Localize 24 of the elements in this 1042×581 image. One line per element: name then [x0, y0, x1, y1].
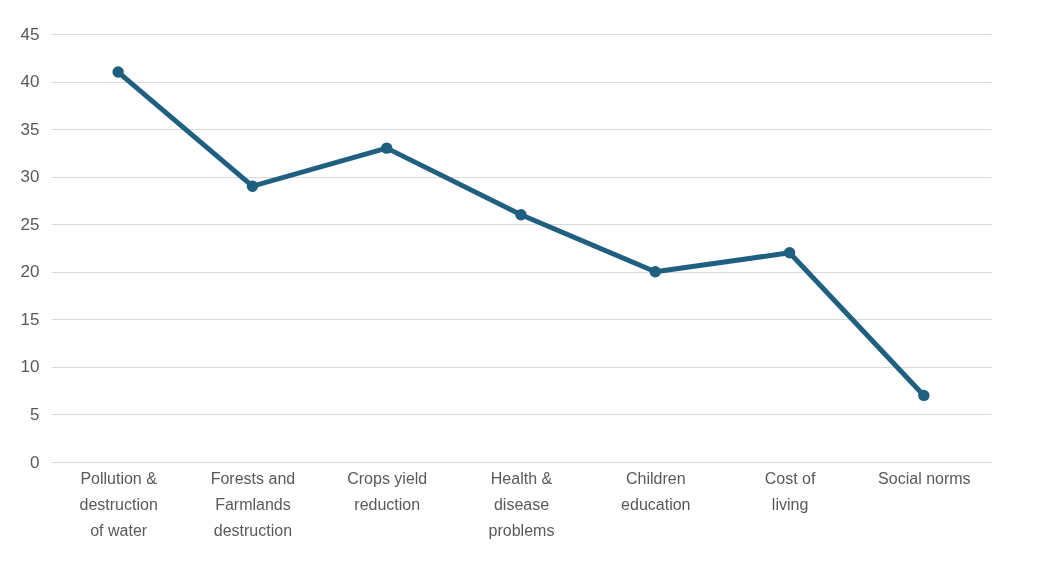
x-tick-label: Social norms [878, 469, 971, 487]
y-tick-label: 5 [30, 404, 40, 424]
point [649, 266, 661, 278]
point [515, 209, 527, 221]
y-tick-label: 40 [20, 72, 40, 92]
y-tick-label: 10 [20, 357, 40, 377]
y-tick-label: 35 [20, 119, 40, 139]
point [246, 180, 259, 192]
x-tick-label: Cost of living [764, 469, 816, 513]
point [381, 142, 393, 154]
y-tick-label: 25 [20, 214, 40, 234]
x-tick-label: Forests and Farmlands destruction [210, 469, 296, 539]
y-tick-label: 45 [20, 24, 40, 44]
point [112, 66, 124, 78]
x-tick-label: Pollution & destruction of water [79, 469, 158, 539]
y-tick-label: 30 [20, 167, 40, 187]
x-tick-label: Health & disease problems [488, 469, 555, 539]
point [918, 389, 930, 402]
y-tick-label: 15 [20, 309, 40, 329]
y-tick-label: 0 [30, 452, 40, 472]
y-tick-label: 20 [20, 262, 40, 282]
x-tick-label: Children education [621, 469, 691, 513]
point [783, 247, 796, 259]
x-tick-label: Crops yield reduction [347, 469, 428, 513]
